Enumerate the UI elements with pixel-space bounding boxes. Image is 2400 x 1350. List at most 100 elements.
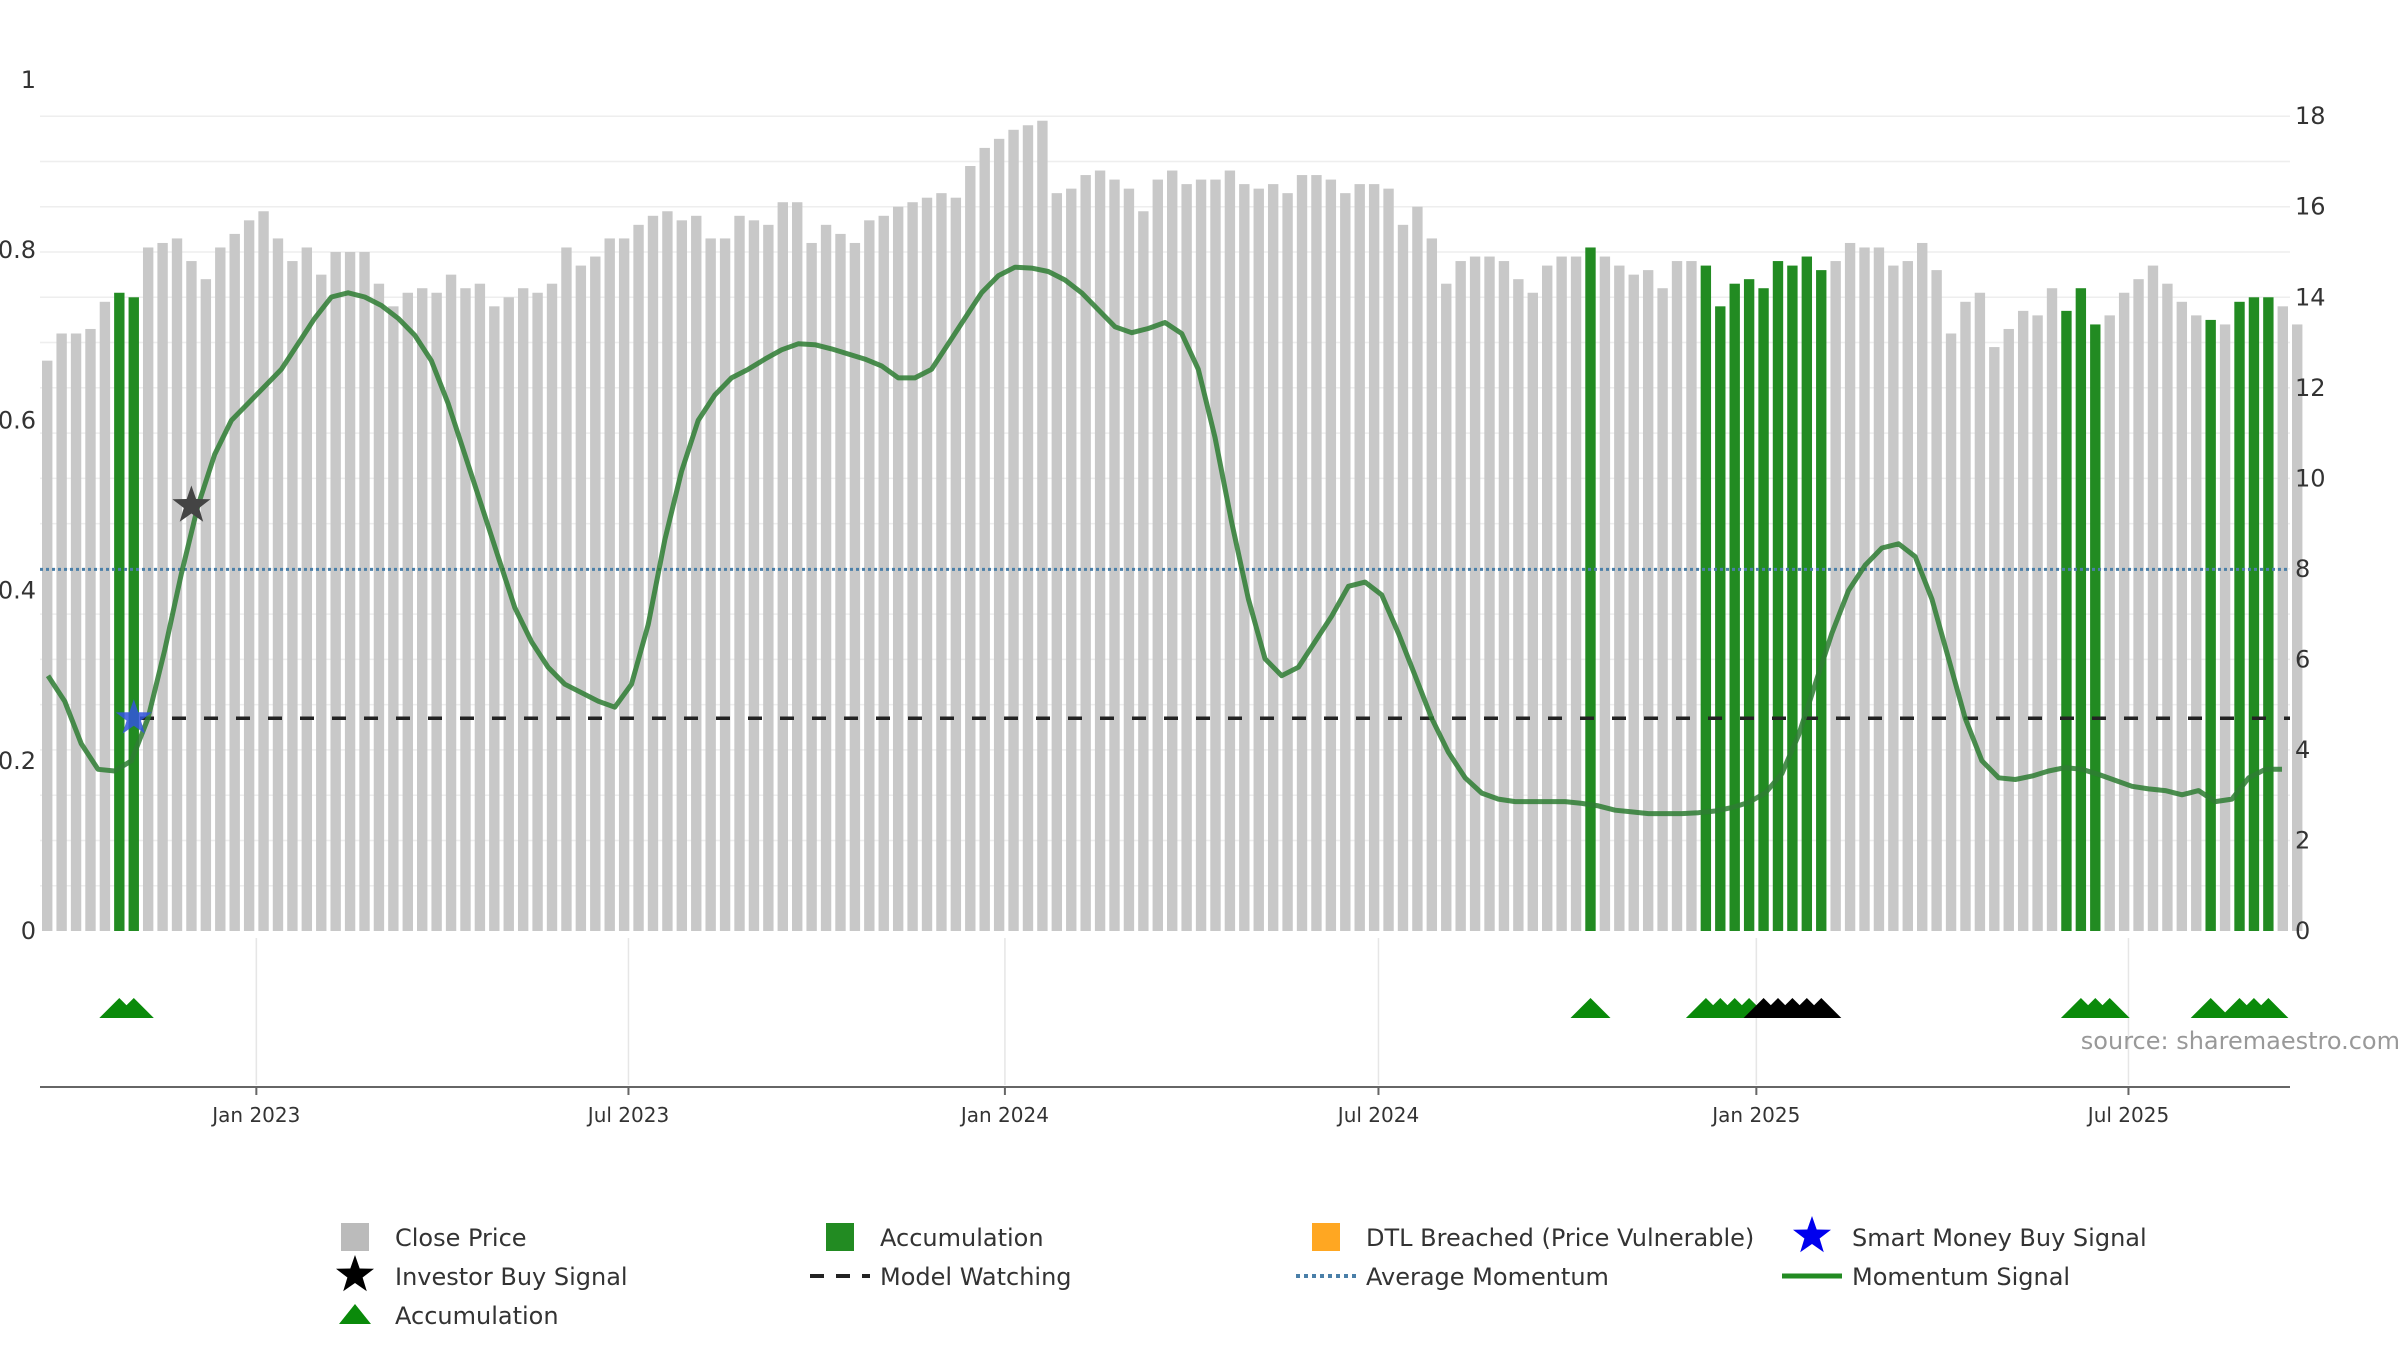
close-price-bar [1210, 179, 1221, 932]
close-price-bar [2219, 324, 2231, 931]
close-price-bar [359, 252, 370, 931]
close-price-bar [258, 211, 269, 931]
close-price-bar [2118, 292, 2130, 931]
accumulation-bar [1700, 265, 1712, 932]
close-price-bar [806, 242, 817, 931]
close-price-bar [330, 252, 341, 931]
close-price-bar [1931, 270, 1942, 931]
close-price-bar [835, 233, 846, 931]
close-price-bar [2147, 265, 2159, 932]
close-price-bar [474, 283, 486, 931]
accumulation-bar [1758, 288, 1769, 932]
right-axis-tick-label: 4 [2295, 736, 2310, 764]
accumulation-triangle [2190, 998, 2231, 1018]
close-price-bar [719, 238, 731, 931]
close-price-bar [546, 283, 558, 931]
legend: Close Price Accumulation DTL Breached (Pri… [336, 1216, 2147, 1330]
close-price-bar [604, 238, 615, 931]
close-price-bar [1873, 247, 1885, 932]
signal-triangles [99, 998, 2289, 1018]
close-price-bar [1051, 193, 1063, 931]
close-price-bar [1022, 125, 1034, 931]
legend-square-icon [1312, 1223, 1340, 1251]
close-price-bar [1267, 184, 1279, 932]
right-axis-tick-label: 6 [2295, 645, 2310, 673]
close-price-bar [647, 215, 659, 932]
close-price-bar [142, 247, 154, 932]
close-price-bar [431, 292, 442, 931]
close-price-bar [1167, 170, 1178, 931]
close-price-bar [1599, 256, 1611, 931]
accumulation-bar [2061, 310, 2072, 931]
x-axis-tick-label: Jan 2023 [210, 1103, 300, 1127]
legend-triangle-icon [339, 1304, 371, 1324]
close-price-bar [1671, 261, 1683, 931]
legend-star-icon [336, 1255, 374, 1292]
accumulation-triangle [2089, 998, 2130, 1018]
close-price-bar [2133, 279, 2144, 931]
close-price-bar [748, 220, 760, 931]
close-price-bar [272, 238, 284, 931]
legend-label: Accumulation [395, 1302, 559, 1330]
x-axis-tick-label: Jul 2025 [2086, 1103, 2169, 1127]
legend-label: Average Momentum [1366, 1263, 1609, 1291]
close-price-bar [1037, 120, 1048, 932]
close-price-bar [344, 252, 356, 931]
close-price-bar [618, 238, 630, 931]
close-price-bar [1455, 261, 1466, 931]
accumulation-bar [114, 292, 125, 931]
close-price-bar [373, 283, 385, 931]
accumulation-bar [2090, 324, 2101, 931]
close-price-bar [1195, 179, 1207, 932]
legend-item: Momentum Signal [1782, 1263, 2070, 1291]
accumulation-bar [2075, 288, 2087, 932]
close-price-bar [979, 147, 990, 931]
left-axis-tick-label: 0.6 [0, 406, 36, 434]
close-price-bar [1325, 179, 1337, 932]
close-price-bar [2277, 306, 2288, 932]
buy-signals [115, 485, 211, 734]
close-price-bar [1340, 193, 1351, 931]
legend-item: Model Watching [810, 1263, 1072, 1291]
x-axis: Jan 2023 Jul 2023 Jan 2024 Jul 2024 Jan 2025… [40, 1086, 2290, 1127]
legend-label: Accumulation [880, 1224, 1044, 1252]
close-price-bar [1859, 247, 1870, 932]
close-price-bar [42, 360, 53, 931]
accumulation-bar [1743, 279, 1755, 931]
accumulation-bar [2205, 319, 2216, 931]
close-price-bar [878, 215, 889, 932]
close-price-bar [1628, 274, 1639, 931]
left-axis-tick-label: 0.8 [0, 236, 36, 264]
close-price-bar [662, 211, 673, 931]
close-price-bar [2003, 328, 2014, 932]
accumulation-bar [1585, 247, 1596, 932]
right-axis-ticks: 0 2 4 6 8 10 12 14 16 18 [2295, 102, 2326, 945]
close-price-bar [1642, 270, 1654, 931]
close-price-bar [2032, 315, 2043, 931]
close-price-bar [402, 292, 413, 931]
close-price-bar [1570, 256, 1582, 931]
close-price-bar [215, 247, 226, 932]
x-axis-tick-label: Jul 2023 [586, 1103, 669, 1127]
close-price-bar [1441, 283, 1452, 931]
legend-square-icon [826, 1223, 854, 1251]
close-price-bar [1469, 256, 1481, 931]
close-price-bar [1354, 184, 1365, 932]
legend-item: DTL Breached (Price Vulnerable) [1312, 1223, 1754, 1252]
accumulation-bar [1715, 306, 1726, 932]
close-price-bar [99, 301, 111, 931]
close-price-bar [1888, 265, 1899, 932]
close-price-bar [517, 288, 529, 932]
x-axis-tick-label: Jul 2024 [1336, 1103, 1419, 1127]
close-price-bar [229, 233, 240, 931]
close-price-bar [1368, 184, 1380, 932]
close-price-bar [445, 274, 457, 931]
close-price-bar [388, 306, 399, 932]
close-price-bar [965, 166, 976, 931]
close-price-bar [792, 202, 803, 932]
legend-item: Investor Buy Signal [336, 1255, 628, 1292]
close-price-bar [1239, 184, 1250, 932]
reference-lines [40, 567, 2290, 720]
close-price-bar [70, 333, 82, 931]
